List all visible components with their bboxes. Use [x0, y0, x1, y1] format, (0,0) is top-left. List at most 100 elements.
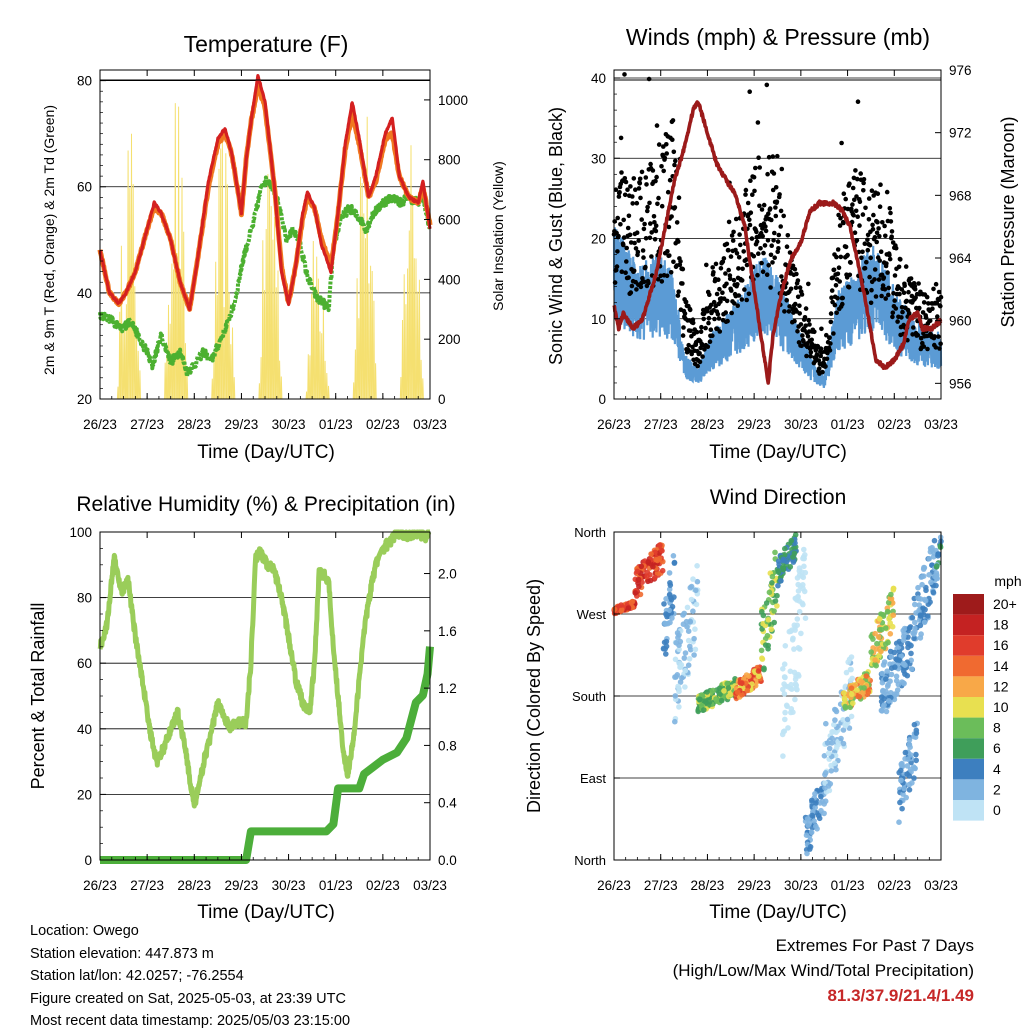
gust-point — [880, 283, 886, 288]
direction-point — [799, 569, 805, 575]
solar-trace — [182, 231, 185, 400]
gust-point — [818, 346, 824, 352]
gust-point — [819, 326, 824, 332]
gust-point — [823, 364, 828, 369]
gust-point — [812, 329, 817, 335]
gust-point — [841, 220, 846, 226]
direction-point — [672, 674, 678, 680]
gust-point — [744, 262, 750, 268]
direction-point — [672, 693, 679, 699]
solar-trace — [138, 370, 141, 400]
gust-point — [927, 318, 933, 324]
gust-point — [736, 254, 742, 260]
x-tick-label: 27/23 — [130, 417, 164, 432]
gust-point — [772, 255, 777, 260]
direction-point — [882, 641, 889, 647]
gust-point — [743, 192, 748, 197]
gust-point — [784, 244, 790, 249]
gust-point — [654, 123, 660, 128]
direction-title: Wind Direction — [710, 486, 847, 509]
direction-point — [774, 592, 780, 599]
direction-point — [823, 720, 829, 727]
gust-point — [832, 302, 838, 308]
gust-point — [906, 310, 912, 316]
direction-point — [666, 586, 673, 593]
gust-point — [920, 310, 926, 315]
gust-point — [837, 279, 842, 284]
direction-point — [679, 675, 685, 681]
direction-point — [791, 646, 797, 652]
gust-point — [735, 303, 740, 309]
direction-point — [619, 607, 625, 613]
direction-point — [800, 555, 806, 562]
gust-point — [739, 278, 745, 283]
gust-point — [795, 294, 801, 300]
direction-point — [926, 555, 932, 562]
gust-point — [664, 151, 669, 156]
gust-point — [653, 228, 659, 234]
direction-point — [901, 661, 907, 667]
y2-tick-label: 972 — [949, 126, 972, 141]
direction-point — [912, 601, 918, 608]
gust-point — [829, 288, 835, 293]
gust-point — [717, 329, 723, 334]
gust-point — [807, 322, 812, 327]
legend-label: 16 — [993, 637, 1009, 653]
direction-point — [892, 664, 898, 670]
gust-point — [918, 335, 924, 341]
gust-point — [653, 223, 659, 228]
gust-point — [640, 248, 646, 253]
gust-point — [701, 316, 706, 322]
solar-trace — [403, 274, 406, 400]
gust-point — [683, 299, 689, 305]
direction-point — [809, 797, 815, 804]
solar-trace — [260, 357, 263, 400]
legend-label: 4 — [993, 761, 1001, 777]
solar-trace — [317, 278, 320, 400]
direction-point — [638, 563, 645, 570]
gust-point — [745, 200, 751, 206]
y-tick-label: 100 — [69, 525, 92, 540]
direction-point — [828, 762, 834, 769]
x-tick-label: 28/23 — [691, 417, 725, 432]
gust-point — [613, 187, 619, 192]
gust-point — [770, 187, 776, 193]
direction-point — [894, 687, 901, 693]
direction-point — [921, 619, 928, 626]
direction-point — [663, 638, 670, 645]
gust-point — [625, 187, 630, 192]
gust-point — [912, 286, 918, 292]
direction-point — [674, 630, 681, 636]
direction-point — [780, 686, 786, 693]
gust-point — [889, 229, 895, 234]
gust-point — [888, 219, 894, 224]
direction-point — [787, 668, 794, 675]
gust-point — [778, 224, 783, 229]
x-tick-label: 03/23 — [924, 417, 958, 432]
gust-point — [710, 333, 715, 339]
direction-point — [781, 681, 787, 687]
gust-point — [828, 311, 834, 316]
direction-point — [783, 702, 790, 709]
direction-point — [779, 731, 786, 738]
solar-trace — [167, 304, 170, 400]
gust-point — [752, 188, 757, 194]
gust-point — [749, 236, 755, 241]
x-tick-label: 30/23 — [272, 417, 306, 432]
direction-point — [666, 591, 673, 598]
direction-point — [761, 665, 767, 671]
gust-point — [690, 320, 696, 326]
direction-point — [685, 628, 692, 634]
direction-point — [813, 800, 819, 806]
gust-point — [755, 272, 760, 278]
direction-point — [682, 650, 689, 656]
direction-point — [905, 640, 911, 647]
y-tick-label: 0 — [598, 392, 606, 407]
direction-point — [780, 753, 786, 759]
direction-xlabel: Time (Day/UTC) — [709, 902, 847, 923]
plot-frame — [99, 531, 431, 861]
solar-trace — [275, 287, 278, 400]
x-tick-label: 02/23 — [366, 878, 400, 893]
solar-trace — [233, 377, 236, 400]
direction-point — [775, 582, 781, 589]
